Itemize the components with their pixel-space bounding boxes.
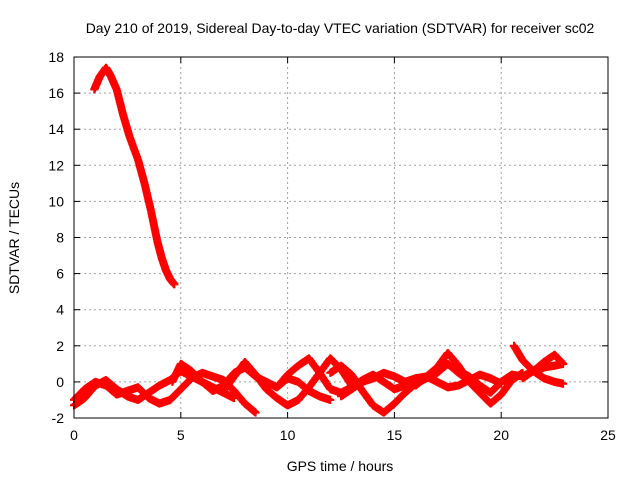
x-tick-label: 10: [280, 427, 296, 443]
data-point-cluster: [510, 342, 526, 364]
y-tick-label: 16: [48, 85, 64, 101]
data-point: [559, 359, 568, 368]
chart-title: Day 210 of 2019, Sidereal Day-to-day VTE…: [86, 20, 595, 36]
data-point-cluster: [284, 362, 302, 379]
data-point-cluster: [380, 400, 398, 416]
x-axis-label: GPS time / hours: [287, 458, 394, 474]
data-point-cluster: [497, 377, 516, 398]
data-point: [326, 395, 335, 404]
data-point-cluster: [70, 385, 88, 404]
data-point-cluster: [391, 389, 409, 407]
y-tick-label: 0: [56, 374, 64, 390]
data-point-cluster: [465, 373, 484, 389]
series-high-arc-satellite: [90, 63, 179, 289]
y-tick-label: 2: [56, 338, 64, 354]
y-tick-label: 6: [56, 266, 64, 282]
y-tick-label: 8: [56, 230, 64, 246]
y-tick-label: 10: [48, 193, 64, 209]
data-point: [170, 280, 179, 289]
data-point-cluster: [487, 391, 505, 407]
data-point-cluster: [220, 373, 238, 394]
data-point-cluster: [102, 376, 121, 393]
data-point-cluster: [230, 387, 249, 407]
y-tick-label: 14: [48, 121, 64, 137]
data-point-cluster: [241, 400, 259, 416]
data-point-cluster: [134, 384, 153, 402]
data-point-cluster: [273, 371, 291, 391]
data-point-cluster: [188, 367, 206, 386]
data-point-cluster: [166, 385, 185, 404]
data-point-cluster: [252, 371, 270, 393]
data-point-cluster: [359, 387, 377, 409]
x-tick-label: 20: [493, 427, 509, 443]
data-point-cluster: [412, 373, 430, 389]
x-tick-label: 5: [177, 427, 185, 443]
data-point-cluster: [487, 378, 505, 397]
data-point-cluster: [126, 133, 142, 163]
data-point-cluster: [465, 378, 484, 397]
series-sat-k: [518, 350, 568, 383]
data-point: [251, 408, 260, 417]
data-point-cluster: [337, 362, 355, 379]
data-point-cluster: [305, 355, 323, 376]
grid-lines: [74, 57, 608, 418]
data-point-cluster: [423, 364, 441, 380]
data-points: [70, 63, 568, 417]
x-tick-label: 0: [70, 427, 78, 443]
y-tick-label: 12: [48, 157, 64, 173]
data-point-cluster: [241, 358, 259, 378]
data-point-cluster: [177, 375, 195, 393]
x-tick-label: 15: [387, 427, 403, 443]
x-tick-label: 25: [600, 427, 616, 443]
axis-ticks: 0 5 10 15 20 25 -2 0 2 4 6 8 10 12 14 16 18: [48, 49, 616, 443]
y-tick-label: -2: [52, 410, 65, 426]
data-point-cluster: [262, 385, 281, 402]
data-point-cluster: [444, 349, 462, 369]
data-point: [559, 379, 568, 388]
data-point-cluster: [316, 369, 334, 393]
y-axis-label: SDTVAR / TECUs: [6, 182, 22, 294]
y-tick-label: 4: [56, 302, 64, 318]
y-tick-label: 18: [48, 49, 64, 65]
data-point-cluster: [294, 384, 313, 404]
data-point-cluster: [529, 358, 548, 375]
